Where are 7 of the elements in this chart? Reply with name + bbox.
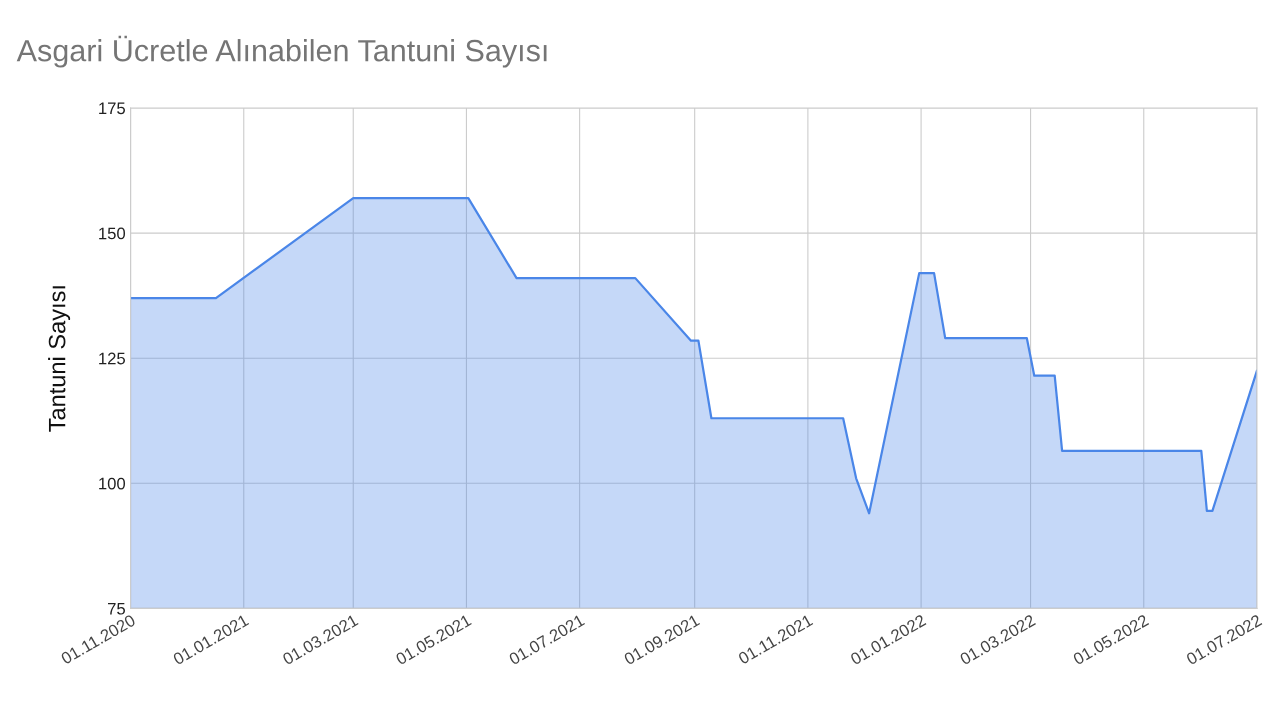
y-tick-label: 125 xyxy=(99,352,125,365)
y-tick-label: 100 xyxy=(99,477,126,490)
chart-title: Asgari Ücretle Alınabilen Tantuni Sayısı xyxy=(16,35,547,68)
y-tick-label: 75 xyxy=(108,602,125,615)
y-tick-label: 175 xyxy=(99,102,125,115)
y-axis-title: Tantuni Sayısı xyxy=(48,286,71,432)
y-tick-label: 150 xyxy=(99,227,126,240)
